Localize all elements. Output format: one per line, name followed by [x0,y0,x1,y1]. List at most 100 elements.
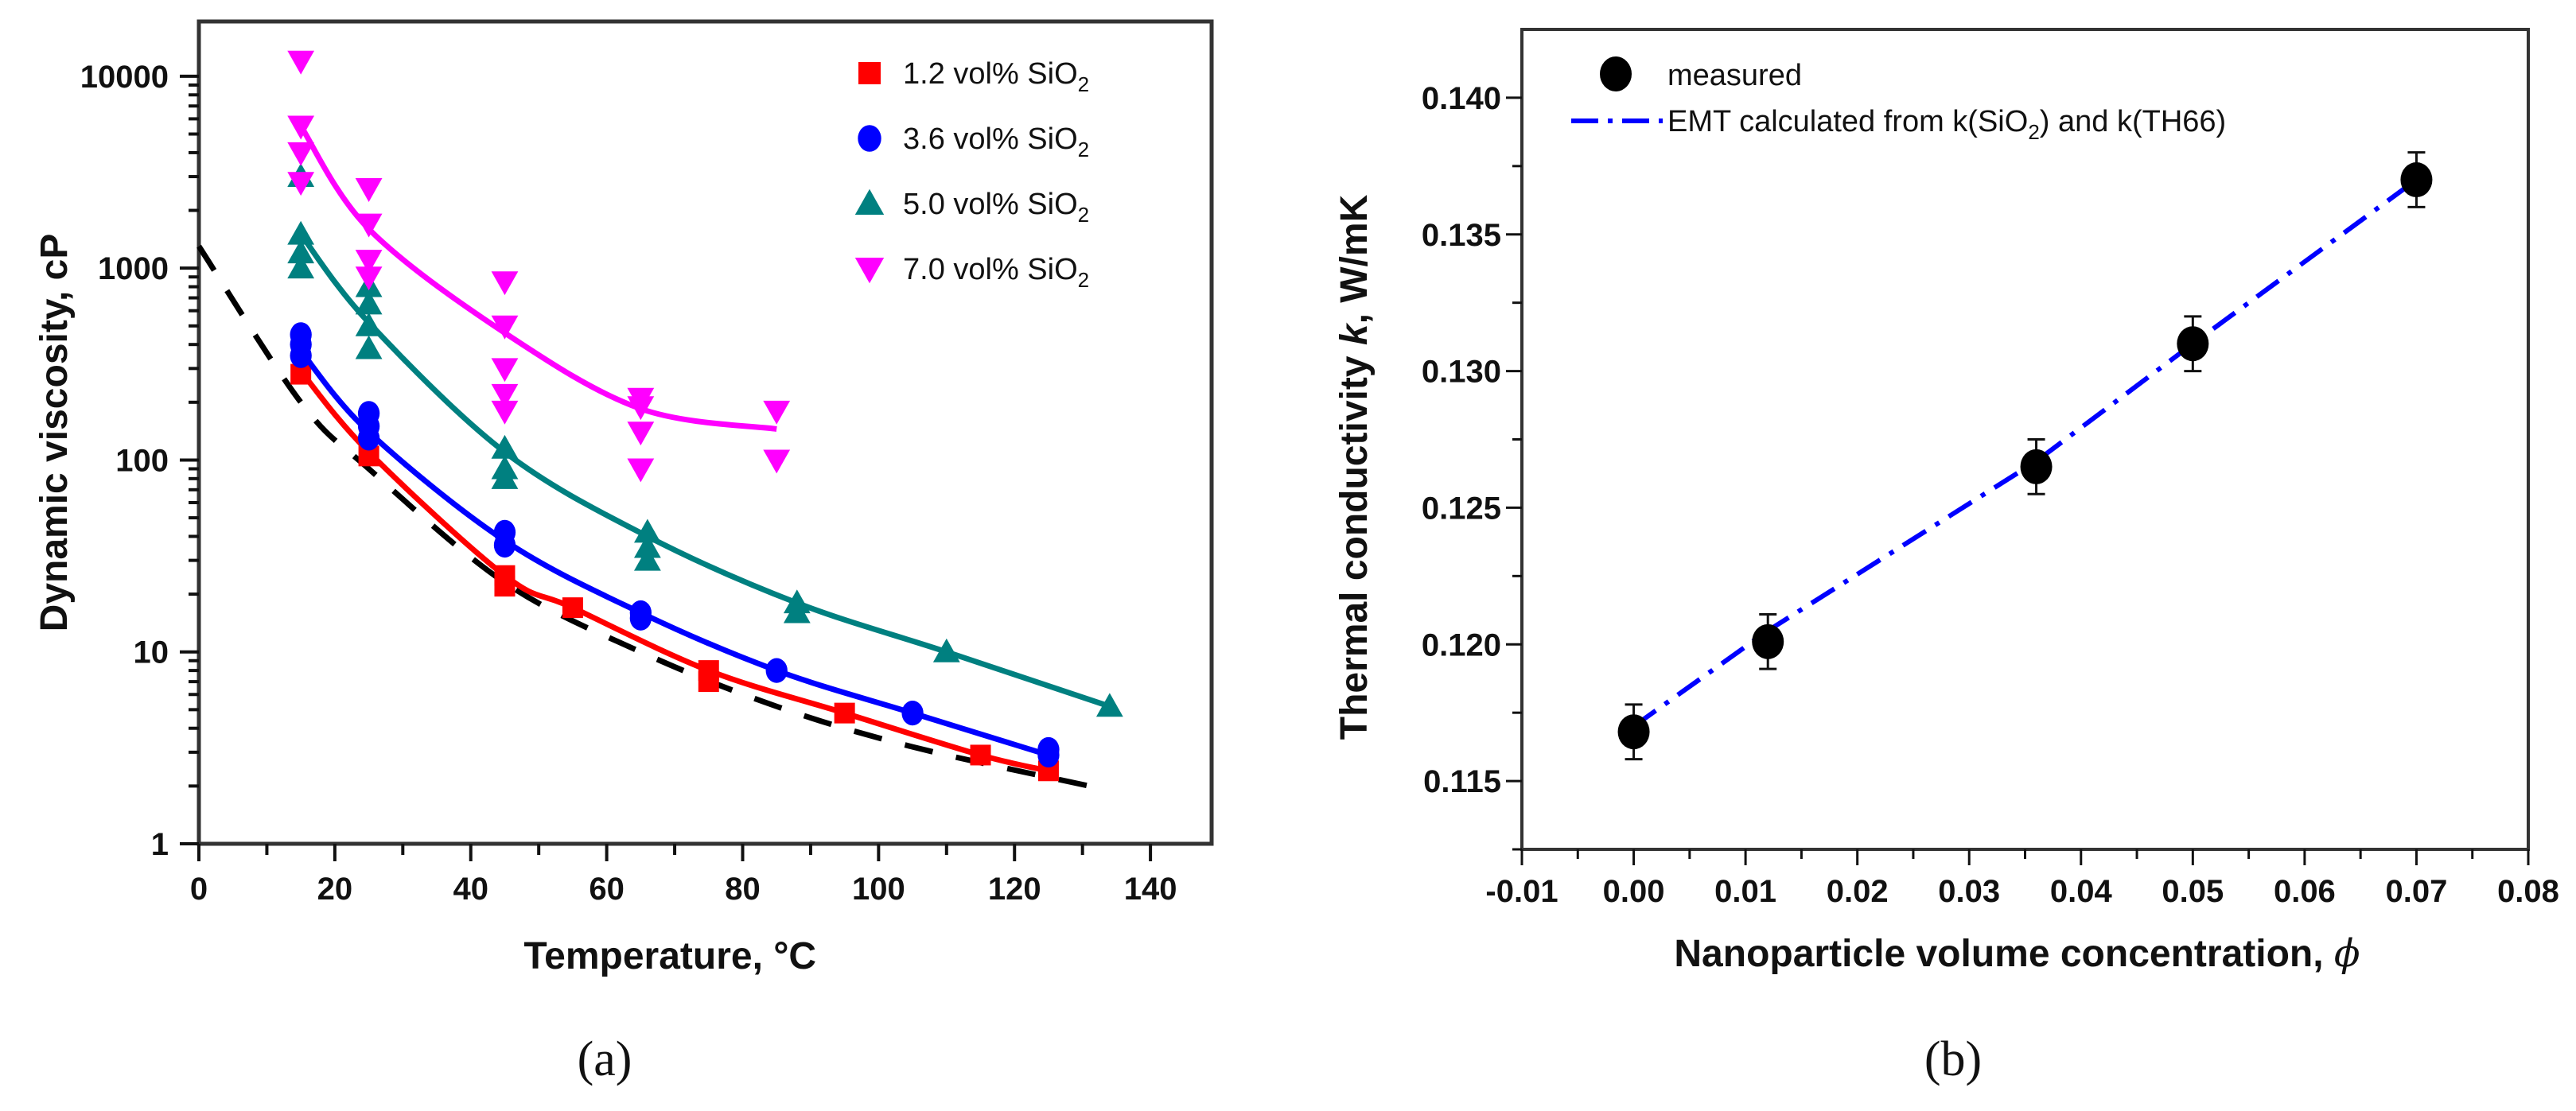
x-tick-label: 0.03 [1938,874,2000,909]
legend-marker-3 [854,258,885,284]
plot-frame [197,19,1214,846]
series-3-point [627,458,655,483]
series-2-point [355,290,383,315]
y-tick-label: 100 [115,443,169,478]
series-0 [290,363,1059,782]
legend-subscript: 2 [1078,72,1089,96]
measured-point [2177,326,2209,362]
series-1-point [765,658,788,683]
series-0-point [562,597,583,619]
panel-label-b: (b) [1924,1032,1982,1086]
x-tick-label: 40 [453,872,488,907]
emt-line [1632,177,2418,728]
legend-text: 7.0 vol% SiO [903,253,1078,286]
series-1-point [629,605,652,631]
legend-label-0: 1.2 vol% SiO2 [903,57,1089,96]
series-2-fit-curve [298,232,1111,709]
y-axis-label: Dynamic viscosity, cP [33,234,76,632]
legend-text: 1.2 vol% SiO [903,57,1078,91]
x-axis-label-text: Nanoparticle volume concentration, [1674,933,2334,975]
series-2-point [1095,693,1123,717]
x-tick-label: 140 [1124,872,1177,907]
legend-subscript: 2 [1078,268,1089,292]
x-tick-label: 0.04 [2050,874,2113,909]
legend-label-measured: measured [1667,59,1802,92]
series-1-point [901,701,924,726]
series-2-point [633,546,661,571]
plot-frame [1520,28,2530,851]
measured-point [2400,162,2433,198]
x-tick-label: 0.00 [1603,874,1665,909]
series-3-point [355,178,383,202]
series-3-point [763,400,791,425]
y-tick-label: 0.140 [1422,81,1501,116]
legend-text: 5.0 vol% SiO [903,188,1078,221]
x-tick-label: 20 [317,872,353,907]
x-tick-label: -0.01 [1485,874,1558,909]
legend-marker-0 [858,62,881,84]
legend-text: EMT calculated from k(SiO [1667,105,2028,138]
y-axis-label-units: , W/mK [1333,194,1376,324]
x-tick-label: 0.06 [2274,874,2336,909]
y-tick-label: 10 [134,635,169,670]
series-3-point [491,358,519,383]
series-2-point [633,534,661,558]
x-tick-label: 0.01 [1714,874,1776,909]
measured-point [1752,623,1784,659]
y-tick-label: 0.120 [1422,627,1501,662]
panel-a-viscosity-chart: 0 20 40 60 80 100 120 140 1 10 100 1000 10000 Tempera… [33,19,1214,1086]
series-0-point [834,702,855,724]
series-3-point [287,115,315,140]
legend-marker-1 [858,125,881,152]
legend-label-3: 7.0 vol% SiO2 [903,253,1089,292]
series-0-fit-curve [298,369,1049,774]
series-1-point [1037,742,1060,768]
y-tick-label: 0.125 [1422,491,1501,526]
series-3-point [763,449,791,474]
legend-marker-2 [854,188,885,215]
series-2-point [355,312,383,336]
legend-label-1: 3.6 vol% SiO2 [903,122,1089,161]
x-tick-label: 100 [852,872,905,907]
series-2-point [355,335,383,359]
panel-label-a: (a) [578,1032,632,1086]
legend-label-2: 5.0 vol% SiO2 [903,188,1089,227]
series-3-point [287,172,315,196]
y-tick-label: 10000 [80,60,169,95]
y-axis-label: Thermal conductivity k, W/mK [1333,194,1376,740]
series-2-point [287,254,315,279]
series-2-point [932,638,960,662]
series-3 [287,50,791,483]
series-1 [290,322,1060,768]
series-3-point [355,266,383,291]
y-axis-label-k: k [1333,322,1376,345]
x-tick-label: 0.02 [1827,874,1889,909]
series-0-point [970,744,991,766]
series-0-point [698,671,719,693]
series-3-point [287,142,315,166]
series-3-point [355,250,383,274]
legend-text: ) and k(TH66) [2040,105,2226,138]
series-2-point [491,434,519,459]
series-3-point [491,271,519,296]
series-3-point [627,396,655,421]
legend-subscript: 2 [1078,138,1089,161]
measured-point [2020,449,2053,484]
legend-marker-measured [1600,56,1632,91]
y-tick-label: 0.130 [1422,355,1501,390]
series-3-point [287,50,315,75]
series-2-point [287,220,315,245]
x-tick-label: 60 [589,872,625,907]
x-tick-label: 0.07 [2386,874,2448,909]
y-tick-label: 0.135 [1422,218,1501,253]
series-1-point [357,425,380,451]
x-tick-label: 0 [190,872,208,907]
x-axis-label-symbol: ϕ [2334,931,2360,976]
y-axis-label-text: Thermal conductivity [1333,345,1376,740]
x-tick-label: 80 [725,872,761,907]
series-1-point [493,532,516,558]
series-2 [287,163,1123,717]
x-axis-label: Temperature, °C [523,935,816,977]
reference-dashed-curve [197,244,1090,789]
